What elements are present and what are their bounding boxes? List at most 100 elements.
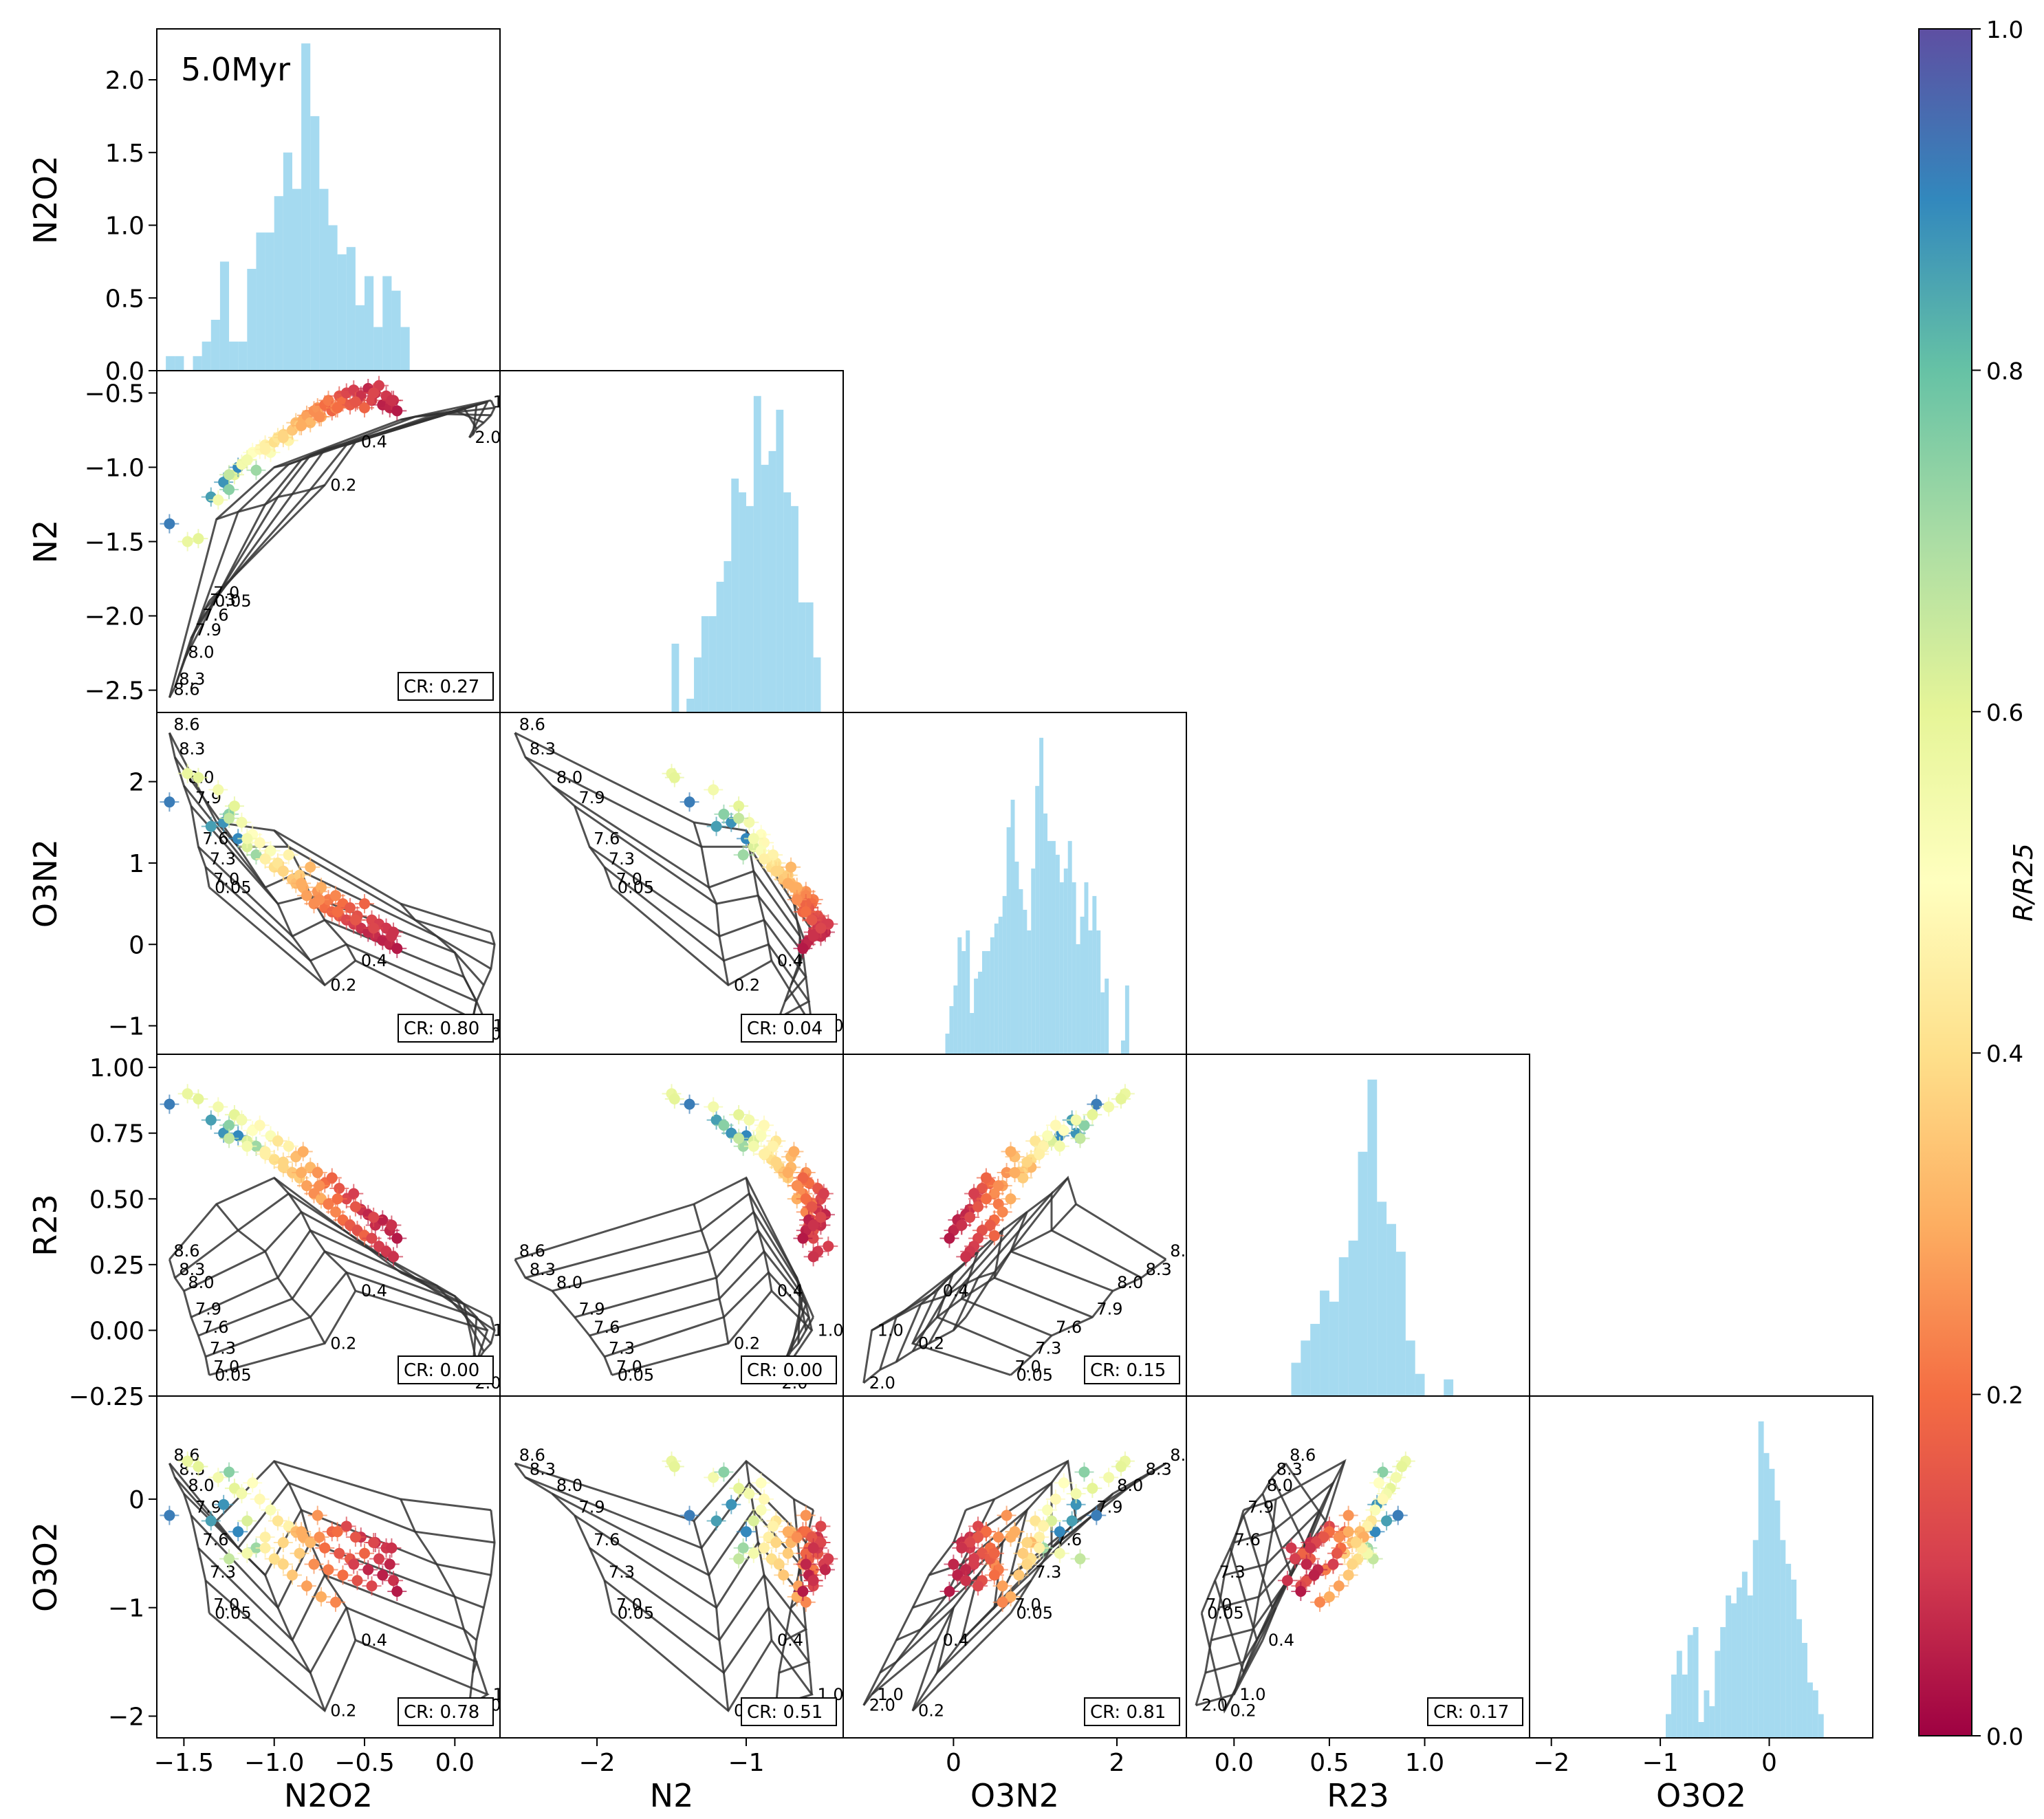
grid-label-metallicity: 8.6	[519, 715, 545, 734]
data-point	[1005, 1146, 1016, 1157]
grid-label-ionization: 0.05	[215, 591, 251, 611]
hist-bar	[365, 276, 374, 371]
data-point	[349, 1532, 361, 1543]
data-point	[944, 1586, 955, 1597]
data-point	[710, 820, 722, 832]
data-point	[748, 1140, 759, 1152]
grid-label-metallicity: 7.3	[609, 849, 635, 869]
data-point	[1050, 1493, 1061, 1505]
data-point	[362, 1564, 374, 1576]
grid-label-ionization: 0.2	[330, 475, 356, 494]
model-grid-line	[468, 1510, 496, 1706]
data-point	[323, 1564, 334, 1576]
data-point	[330, 890, 342, 902]
hist-bar	[1731, 1603, 1737, 1738]
y-tick-label: 0.25	[89, 1252, 144, 1280]
grid-label-metallicity: 8.0	[556, 1476, 583, 1495]
scatter-panel-o3o2-vs-n2: 8.68.38.07.97.67.37.00.050.20.41.02.0CR:…	[514, 1446, 843, 1726]
grid-label-ionization: 0.05	[215, 1604, 251, 1623]
data-point	[164, 796, 175, 808]
data-point	[182, 1088, 193, 1100]
model-grid-line	[745, 1461, 773, 1641]
x-tick-label: 0.0	[1215, 1749, 1254, 1777]
hist-bar	[768, 450, 776, 712]
cr-label: CR: 0.51	[747, 1702, 823, 1723]
cr-label: CR: 0.78	[404, 1702, 479, 1723]
data-point	[224, 483, 235, 495]
data-point	[1281, 1575, 1293, 1587]
data-point	[277, 1558, 289, 1570]
hist-bar	[1682, 1674, 1688, 1738]
data-point	[314, 894, 325, 906]
scatter-panel-o3o2-vs-r23: 8.68.38.0 7.9 7.6 7.3 7.00.05 0.2 0.4 1.0 2.0 CR:…	[1195, 1446, 1523, 1726]
model-grid-line	[936, 1460, 1069, 1641]
data-point	[1342, 1526, 1354, 1538]
grid-label-ionization: 0.4	[361, 433, 387, 452]
model-grid-line	[168, 1463, 210, 1613]
grid-label-metallicity: 8.6	[173, 1241, 199, 1261]
data-point	[807, 1542, 819, 1554]
data-point	[259, 1148, 271, 1160]
data-point	[1034, 1542, 1045, 1554]
data-point	[312, 1167, 323, 1179]
data-point	[1009, 1167, 1021, 1179]
grid-label-ionization: 0.05	[618, 1604, 654, 1623]
data-point	[296, 420, 307, 431]
data-point	[788, 1146, 800, 1157]
data-point	[236, 1488, 248, 1499]
colorbar-tick-label: 0.2	[1986, 1382, 2023, 1410]
data-point	[997, 1206, 1008, 1218]
cr-box	[1084, 1355, 1180, 1384]
data-point	[277, 432, 289, 444]
hist-bar	[1124, 985, 1129, 1054]
data-point	[265, 1504, 276, 1516]
hist-bar	[1720, 1626, 1726, 1738]
hist-bar	[400, 327, 410, 371]
data-point	[980, 1526, 992, 1538]
cr-label: CR: 0.27	[404, 677, 479, 697]
data-point	[1034, 1148, 1045, 1160]
y-tick-label: 0.00	[89, 1317, 144, 1345]
data-point	[782, 1526, 794, 1538]
grid-label-metallicity: 8.3	[530, 1260, 556, 1279]
panels-layer: 0.00.51.01.52.0N2O28.68.38.07.97.67.37.0…	[27, 28, 1873, 1814]
cr-label: CR: 0.04	[747, 1019, 823, 1039]
data-point	[241, 454, 253, 466]
data-point	[314, 1532, 325, 1543]
data-point	[1323, 1591, 1335, 1602]
hist-bar	[1338, 1257, 1349, 1396]
cr-box	[398, 1014, 494, 1043]
data-point	[797, 1232, 809, 1244]
grid-labels: 8.68.38.07.97.67.37.00.050.20.41.02.0	[869, 1446, 1186, 1721]
model-grid-line	[1205, 1580, 1277, 1676]
hist-bar	[1320, 1290, 1329, 1396]
data-point	[259, 444, 271, 455]
data-point	[819, 1564, 831, 1576]
grid-label-metallicity: 8.6	[1290, 1446, 1316, 1465]
data-point	[964, 1537, 976, 1548]
data-point	[351, 1575, 363, 1587]
hist-bar	[1769, 1468, 1775, 1738]
data-point	[1290, 1553, 1301, 1565]
hist-bar	[791, 505, 798, 712]
data-point	[1070, 1488, 1082, 1499]
hist-bar	[671, 643, 679, 712]
data-point	[1369, 1504, 1381, 1516]
cr-box	[741, 1355, 837, 1384]
grid-label-ionization: 0.2	[330, 1334, 356, 1353]
data-point	[972, 1201, 984, 1212]
hist-bar	[1329, 1301, 1339, 1396]
data-point	[1115, 1093, 1127, 1104]
grid-label-metallicity: 7.9	[578, 1498, 605, 1517]
cr-box	[398, 672, 494, 701]
data-point	[259, 1532, 271, 1543]
grid-label-ionization: 0.2	[918, 1334, 944, 1353]
data-point	[1050, 1120, 1061, 1131]
hist-bar	[1818, 1714, 1824, 1738]
model-grid-line	[862, 1316, 967, 1384]
data-point	[1078, 1466, 1090, 1478]
data-point	[992, 1180, 1004, 1192]
data-point	[368, 922, 380, 934]
data-point	[1017, 1172, 1029, 1184]
hist-bar	[990, 937, 994, 1054]
